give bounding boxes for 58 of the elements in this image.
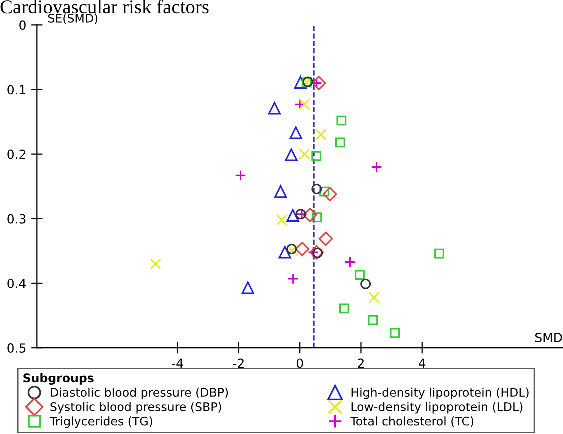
point xyxy=(371,162,382,173)
y-axis-title: SE(SMD) xyxy=(48,14,98,24)
y-tick-label: 0.1 xyxy=(8,85,26,95)
y-tick-label: 0.5 xyxy=(8,344,26,353)
legend-label: Diastolic blood pressure (DBP) xyxy=(51,388,228,400)
legend-label: Systolic blood pressure (SBP) xyxy=(50,402,222,414)
point xyxy=(285,148,298,162)
point xyxy=(274,185,288,198)
point xyxy=(390,328,400,338)
point xyxy=(294,76,308,89)
x-tick-label: 0 xyxy=(296,358,304,368)
point xyxy=(290,126,302,140)
point xyxy=(316,129,327,141)
point xyxy=(310,245,324,260)
point xyxy=(318,232,334,246)
point xyxy=(360,278,372,290)
x-tick-label: -4 xyxy=(172,358,184,368)
point xyxy=(299,98,310,110)
point xyxy=(434,248,444,259)
point xyxy=(303,208,318,222)
legend-label: High-density lipoprotein (HDL) xyxy=(352,388,529,400)
x-axis-title: SMD xyxy=(535,332,562,342)
x-tick-label: 4 xyxy=(419,358,426,368)
x-tick-label: 2 xyxy=(358,358,364,368)
y-tick-label: 0 xyxy=(20,20,26,30)
point xyxy=(368,292,380,304)
point xyxy=(295,242,310,256)
y-tick-label: 0.2 xyxy=(8,150,26,160)
point xyxy=(344,256,356,268)
point xyxy=(368,315,378,326)
legend-label: Triglycerides (TG) xyxy=(50,416,152,428)
point xyxy=(320,186,330,197)
point xyxy=(355,270,365,280)
point xyxy=(312,184,322,194)
point xyxy=(312,76,326,90)
point xyxy=(235,170,246,182)
point xyxy=(242,282,254,294)
point xyxy=(299,148,310,160)
point xyxy=(312,151,322,162)
point xyxy=(276,214,288,226)
y-tick-label: 0.4 xyxy=(8,278,26,288)
point xyxy=(278,246,292,259)
y-tick-label: 0.3 xyxy=(8,214,26,224)
point xyxy=(336,116,347,126)
point xyxy=(286,209,300,222)
x-tick-label: -2 xyxy=(233,358,244,368)
point xyxy=(150,258,162,270)
legend-title: Subgroups xyxy=(24,373,94,385)
point xyxy=(268,102,282,115)
chart-title: Cardiovascular risk factors xyxy=(0,0,209,14)
point xyxy=(308,246,320,258)
point xyxy=(288,273,299,285)
point xyxy=(312,212,322,223)
legend-label: Low-density lipoprotein (LDL) xyxy=(352,402,523,414)
point xyxy=(339,304,350,314)
legend-label: Total cholesterol (TC) xyxy=(350,416,474,428)
point xyxy=(336,138,346,148)
point xyxy=(322,187,338,202)
